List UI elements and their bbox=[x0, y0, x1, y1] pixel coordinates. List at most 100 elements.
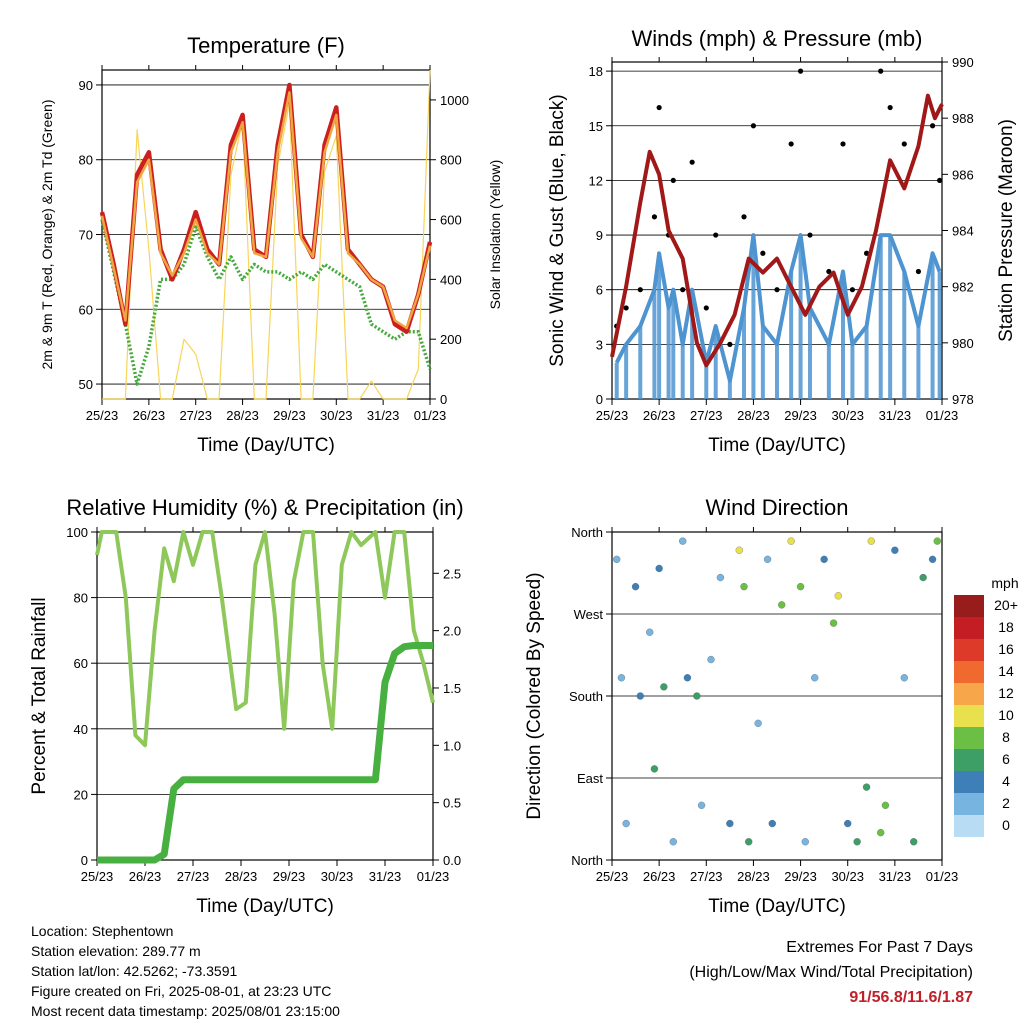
direction-point bbox=[693, 692, 701, 700]
colorbar-label: 0 bbox=[1002, 817, 1010, 833]
gust-point bbox=[670, 177, 676, 184]
direction-point bbox=[697, 801, 706, 809]
direction-point bbox=[881, 801, 890, 809]
y-tick-label: West bbox=[574, 607, 604, 622]
x-tick-label: 31/23 bbox=[879, 869, 912, 884]
wind-bar bbox=[652, 289, 657, 399]
series-solar-line bbox=[102, 69, 431, 400]
x-tick-label: 01/23 bbox=[414, 408, 447, 423]
extremes-box: Extremes For Past 7 Days (High/Low/Max W… bbox=[689, 935, 973, 1010]
colorbar-label: 14 bbox=[998, 663, 1014, 679]
colorbar-label: 16 bbox=[998, 641, 1014, 657]
x-tick-label: 26/23 bbox=[133, 408, 166, 423]
colorbar-label: 18 bbox=[998, 619, 1014, 635]
y2-tick-label: 800 bbox=[440, 153, 462, 168]
y-tick-label: 100 bbox=[66, 525, 88, 540]
station-location: Location: Stephentown bbox=[31, 923, 174, 939]
direction-point bbox=[646, 628, 654, 636]
wind-bar bbox=[742, 307, 746, 399]
y2-tick-label: 1.0 bbox=[443, 738, 461, 753]
wind-bar bbox=[657, 253, 662, 399]
gust-point bbox=[637, 287, 643, 293]
y2-tick-label: 0.5 bbox=[443, 796, 461, 811]
x-tick-label: 31/23 bbox=[367, 408, 400, 423]
colorbar-swatch bbox=[954, 793, 984, 815]
direction-point bbox=[669, 838, 677, 846]
direction-point bbox=[636, 692, 644, 700]
colorbar-label: 10 bbox=[998, 707, 1014, 723]
gust-point bbox=[623, 305, 629, 311]
y2-axis-label: Solar Insolation (Yellow) bbox=[487, 160, 503, 310]
wind-bar bbox=[727, 380, 732, 399]
direction-point bbox=[763, 555, 772, 563]
gust-point bbox=[807, 232, 813, 238]
wind-bar bbox=[850, 344, 855, 399]
direction-point bbox=[735, 546, 743, 554]
wind-bar bbox=[789, 271, 794, 399]
y-tick-label: 9 bbox=[596, 228, 603, 243]
gust-point bbox=[840, 141, 846, 147]
y2-tick-label: 982 bbox=[952, 280, 974, 295]
y-tick-label: North bbox=[571, 853, 603, 868]
direction-point bbox=[631, 583, 640, 591]
colorbar-label: 4 bbox=[1002, 773, 1010, 789]
station-info: Location: Stephentown Station elevation:… bbox=[31, 921, 340, 1021]
y-tick-label: 50 bbox=[79, 377, 93, 392]
direction-point bbox=[745, 838, 753, 846]
y-tick-label: East bbox=[577, 771, 603, 786]
y2-tick-label: 1000 bbox=[440, 93, 469, 108]
y-tick-label: 80 bbox=[74, 591, 88, 606]
x-tick-label: 27/23 bbox=[690, 869, 723, 884]
wind-bar bbox=[916, 326, 921, 399]
series-wind-line bbox=[614, 233, 942, 383]
series-dewpoint-line bbox=[100, 219, 432, 386]
direction-point bbox=[787, 537, 795, 545]
chart-title: Temperature (F) bbox=[187, 33, 345, 58]
wind-bar bbox=[680, 344, 685, 399]
gust-point bbox=[937, 177, 943, 184]
wind-bar bbox=[808, 307, 812, 399]
direction-point bbox=[820, 555, 828, 563]
gust-point bbox=[651, 214, 658, 220]
panel-4 bbox=[606, 527, 943, 866]
x-tick-label: 27/23 bbox=[179, 408, 212, 423]
wind-bar bbox=[937, 271, 942, 399]
direction-point bbox=[726, 819, 734, 828]
y-axis-label: Sonic Wind & Gust (Blue, Black) bbox=[547, 94, 568, 366]
y2-tick-label: 986 bbox=[952, 167, 974, 182]
series-temp9m-line bbox=[100, 91, 432, 330]
y-tick-label: 6 bbox=[596, 283, 603, 298]
chart-title: Relative Humidity (%) & Precipitation (i… bbox=[66, 495, 463, 520]
y-tick-label: 40 bbox=[74, 722, 88, 737]
x-tick-label: 01/23 bbox=[926, 408, 959, 423]
colorbar-swatch bbox=[954, 705, 984, 727]
series-pressure-line bbox=[610, 93, 944, 368]
colorbar-swatch bbox=[954, 749, 984, 771]
wind-bar bbox=[888, 235, 893, 399]
series-temp2m-line bbox=[99, 82, 433, 334]
x-tick-label: 28/23 bbox=[225, 869, 258, 884]
x-tick-label: 30/23 bbox=[831, 408, 864, 423]
y-axis-label: 2m & 9m T (Red, Orange) & 2m Td (Green) bbox=[39, 100, 55, 370]
direction-point bbox=[834, 592, 842, 600]
gust-point bbox=[774, 287, 780, 293]
colorbar-swatch bbox=[954, 661, 984, 683]
direction-point bbox=[853, 838, 861, 846]
y2-tick-label: 400 bbox=[440, 272, 462, 287]
gust-point bbox=[797, 68, 804, 74]
extremes-legend: (High/Low/Max Wind/Total Precipitation) bbox=[689, 964, 973, 981]
y2-tick-label: 0.0 bbox=[443, 853, 461, 868]
y2-tick-label: 980 bbox=[952, 336, 974, 351]
direction-point bbox=[679, 537, 687, 545]
colorbar-label: 20+ bbox=[994, 597, 1018, 613]
direction-point bbox=[740, 583, 748, 591]
x-tick-label: 28/23 bbox=[737, 869, 770, 884]
gust-point bbox=[713, 232, 719, 238]
wind-bar bbox=[930, 253, 935, 399]
x-tick-label: 01/23 bbox=[417, 869, 450, 884]
direction-point bbox=[829, 619, 838, 627]
direction-point bbox=[867, 537, 875, 545]
direction-point bbox=[683, 674, 692, 682]
series-rh-line bbox=[95, 530, 435, 748]
gust-point bbox=[656, 104, 662, 111]
